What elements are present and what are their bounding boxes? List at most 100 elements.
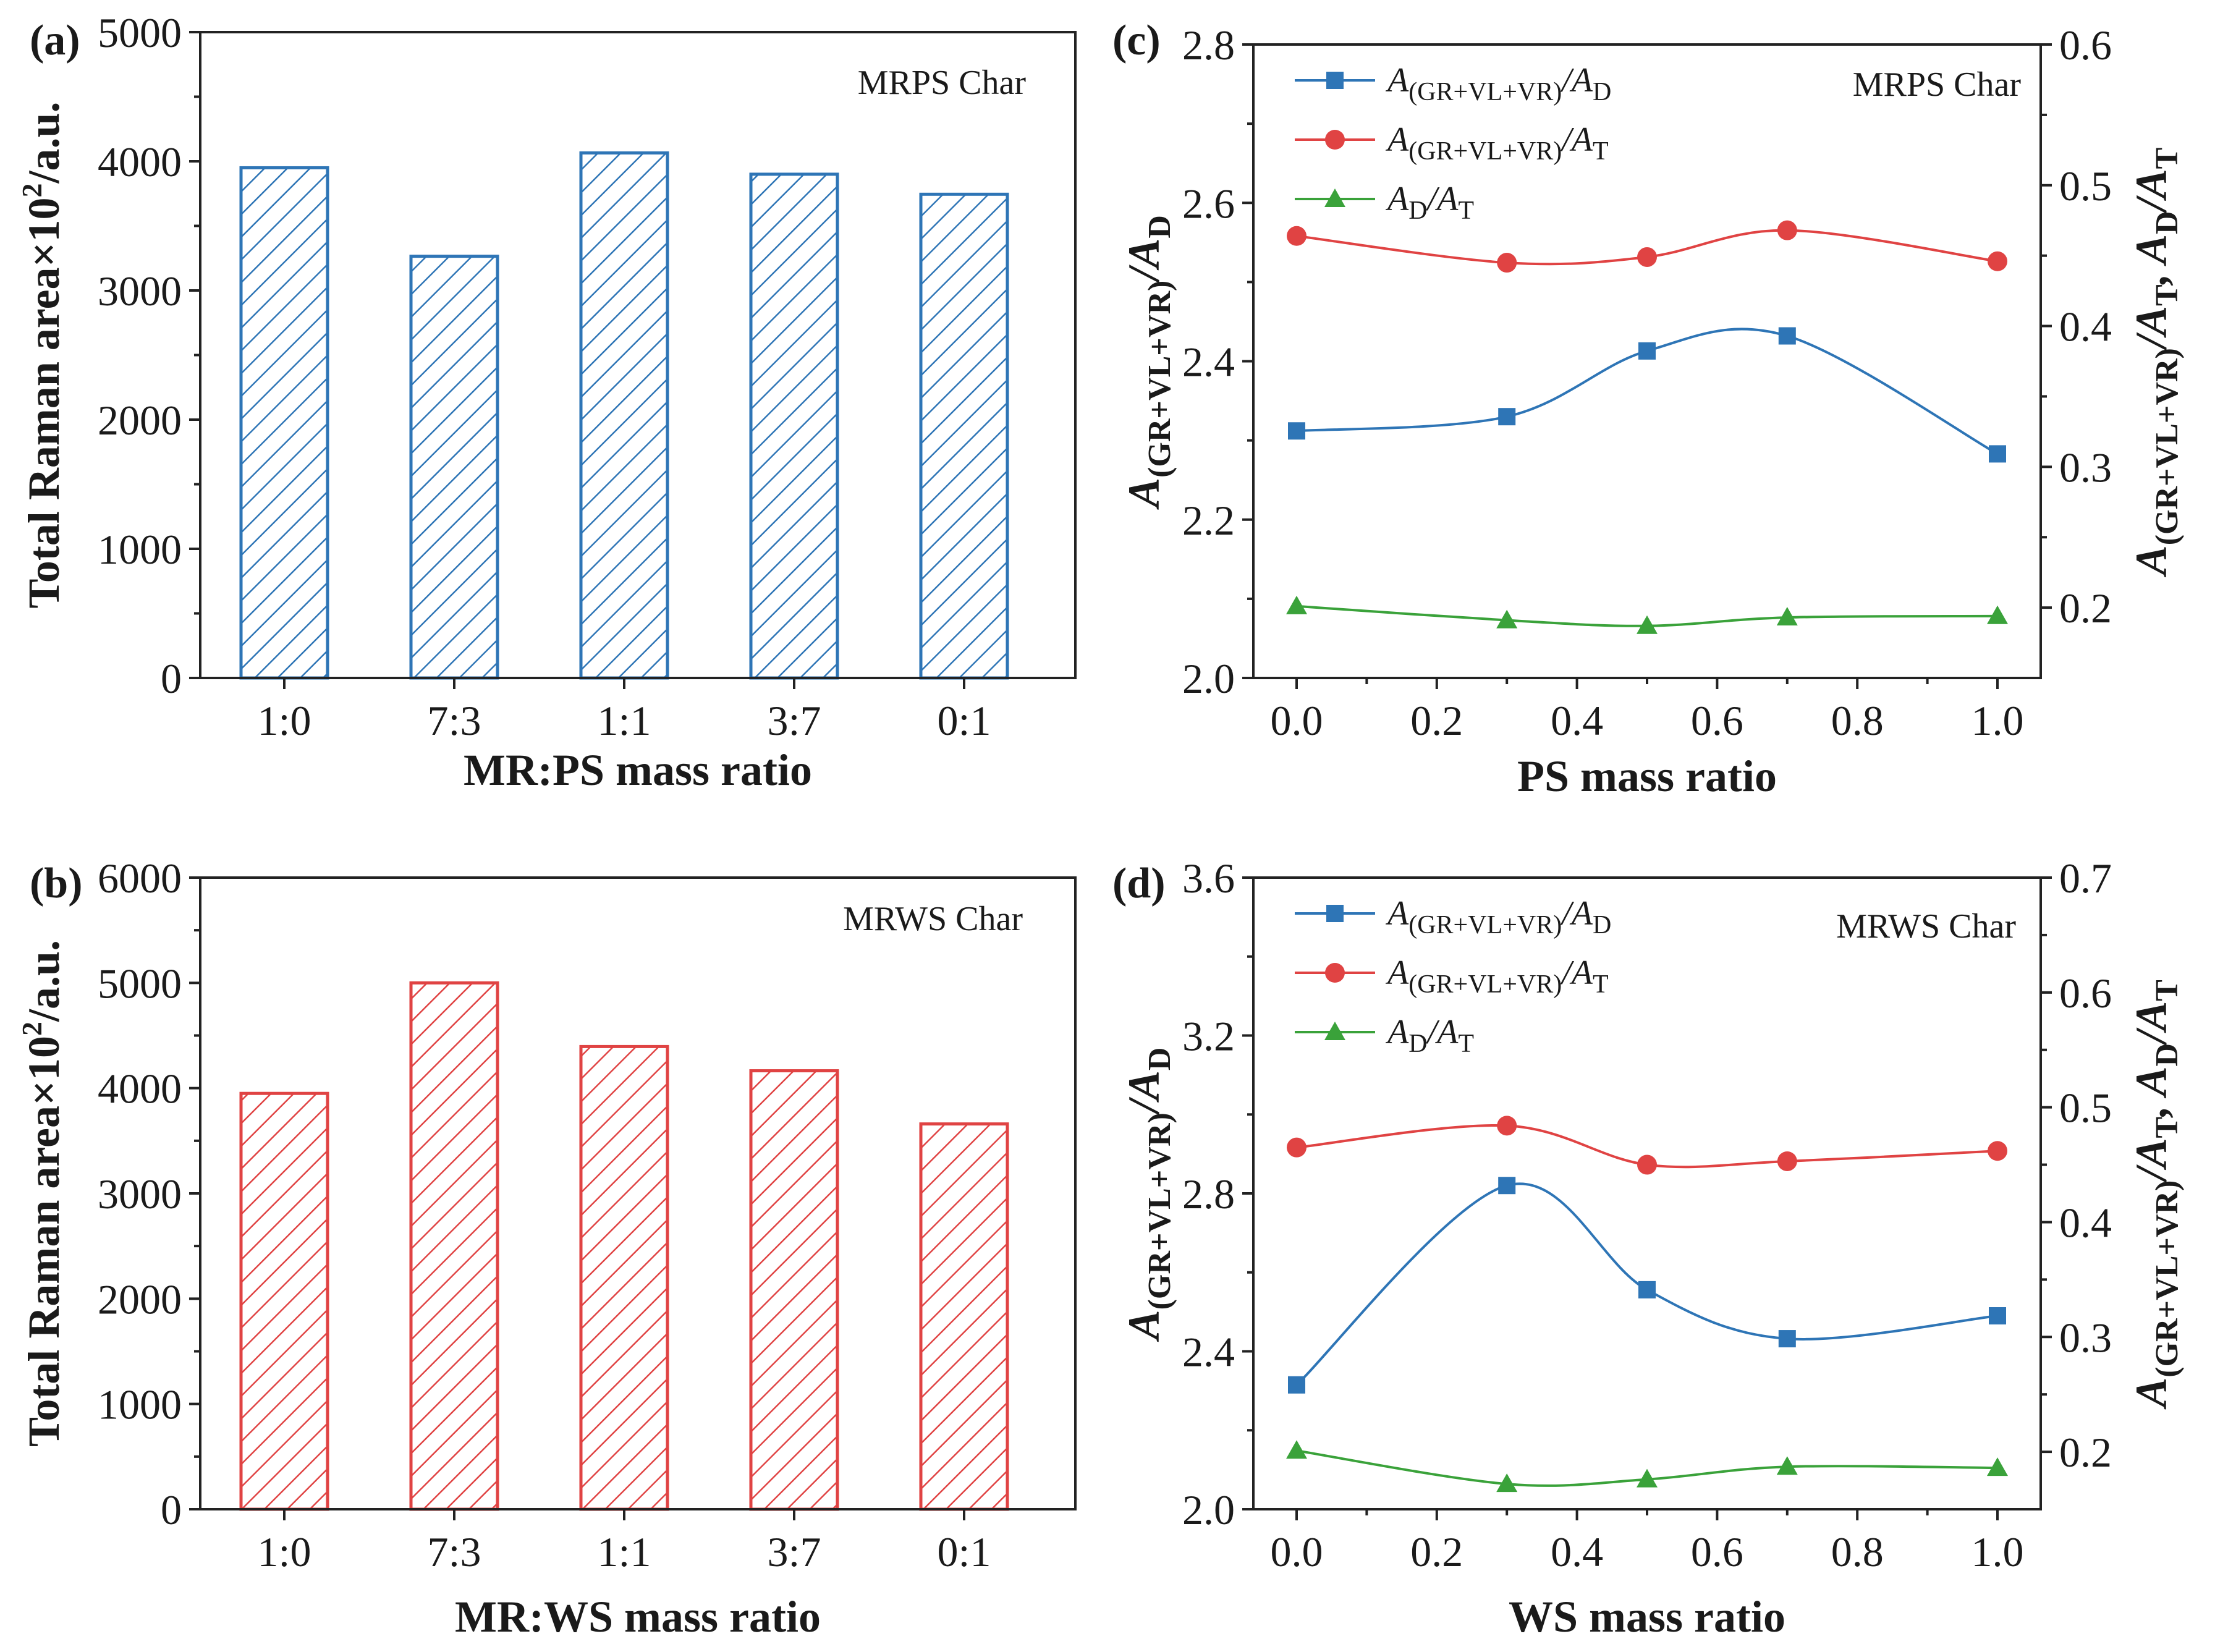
data-point-square <box>1989 445 2006 463</box>
x-tick-label: 1:1 <box>598 697 651 744</box>
legend-part: /A <box>1560 894 1593 933</box>
data-point-square <box>1778 327 1796 345</box>
y-right-title-sub: T <box>2149 980 2185 1001</box>
data-point-triangle <box>1496 1473 1518 1493</box>
legend-part: A <box>1385 954 1409 992</box>
y-tick-label: 3000 <box>98 1171 182 1218</box>
data-point-triangle <box>1637 615 1658 634</box>
y-left-title-sub: (GR+VL+VR) <box>1142 1112 1177 1310</box>
data-point-square <box>1989 1307 2006 1325</box>
data-point-circle <box>1325 963 1345 983</box>
y-left-axis-title: A(GR+VL+VR)/AD <box>1119 215 1177 510</box>
x-tick-label: 0:1 <box>938 697 991 744</box>
data-point-square <box>1638 342 1656 360</box>
y-left-title-part: /A <box>1119 239 1169 284</box>
y-right-axis-title: A(GR+VL+VR)/AT, AD/AT <box>2127 148 2185 578</box>
y-left-title-sub: D <box>1142 1048 1177 1071</box>
data-point-square <box>1288 1376 1305 1394</box>
y-right-title-sub: D <box>2149 1043 2185 1067</box>
y-right-tick-label: 0.2 <box>2059 585 2112 632</box>
y-tick-label: 3000 <box>98 268 182 315</box>
bar <box>409 981 499 1511</box>
panel-a-bar-chart: 0 1000 2000 3000 4000 5000 1:0 7:3 1:1 3:7 0:1 MR:P… <box>16 9 1077 795</box>
data-point-triangle <box>1776 1456 1798 1475</box>
y-right-title-part: , A <box>2127 1066 2176 1117</box>
y-right-title-part: /A <box>2127 306 2176 351</box>
data-point-triangle <box>1987 1457 2008 1476</box>
legend-sub: (GR+VL+VR) <box>1408 137 1562 166</box>
data-point-circle <box>1777 220 1797 240</box>
data-point-circle <box>1325 130 1345 150</box>
data-point-square <box>1778 1330 1796 1348</box>
y-right-title-part: A <box>2127 1378 2176 1410</box>
x-tick-label: 0.4 <box>1551 697 1603 744</box>
legend-sub: (GR+VL+VR) <box>1408 911 1562 939</box>
legend-label: AD/AT <box>1385 1013 1474 1058</box>
y-left-tick-label: 2.4 <box>1182 1329 1235 1376</box>
y-tick-label: 2000 <box>98 397 182 444</box>
y-tick-label: 5000 <box>98 9 182 56</box>
x-tick-label: 1.0 <box>1971 697 2024 744</box>
x-tick-label: 0.0 <box>1271 697 1323 744</box>
y-right-title-part: /A <box>2127 1138 2176 1184</box>
x-axis-title: MR:PS mass ratio <box>464 745 812 795</box>
panel-label: (c) <box>1112 17 1161 64</box>
x-tick-label: 0.6 <box>1691 1528 1743 1575</box>
series-line <box>1295 1182 1998 1386</box>
bar <box>239 166 329 680</box>
bar <box>749 172 839 680</box>
y-right-title-sub: (GR+VL+VR) <box>2149 1180 2185 1378</box>
panel-label: (a) <box>30 17 80 64</box>
panel-label: (d) <box>1112 860 1166 907</box>
y-left-title-part: A <box>1119 1310 1169 1342</box>
data-point-triangle <box>1776 607 1798 626</box>
y-tick-label: 5000 <box>98 960 182 1007</box>
y-axis-title-tail: /a.u. <box>19 101 69 184</box>
legend-label: A(GR+VL+VR)/AT <box>1385 954 1609 999</box>
chart-annotation: MRPS Char <box>858 64 1027 102</box>
y-left-title-part: A <box>1119 478 1169 510</box>
legend-part: A <box>1385 1013 1409 1051</box>
y-left-tick-label: 3.6 <box>1182 855 1235 902</box>
data-point-circle <box>1637 1154 1657 1175</box>
legend-sub: D <box>1593 911 1611 939</box>
y-tick-label: 2000 <box>98 1276 182 1323</box>
y-axis-title-tail: /a.u. <box>19 940 69 1022</box>
y-axis-title-sup: 2 <box>16 1022 48 1036</box>
x-axis-title: MR:WS mass ratio <box>455 1592 821 1641</box>
y-left-axis-title: A(GR+VL+VR)/AD <box>1119 1048 1177 1342</box>
y-tick-label: 1000 <box>98 1381 182 1428</box>
y-right-title-part: /A <box>2127 169 2176 214</box>
y-left-tick-label: 3.2 <box>1182 1013 1235 1060</box>
data-point-triangle <box>1637 1468 1658 1488</box>
x-tick-label: 0.8 <box>1831 1528 1884 1575</box>
x-tick-label: 1:0 <box>258 697 311 744</box>
data-point-square <box>1498 408 1516 426</box>
panel-c-line-chart: 2.0 2.2 2.4 2.6 2.8 0.2 0.3 0.4 0.5 0.6 0.0 0.2 0.4 0… <box>1112 17 2185 801</box>
legend-sub: T <box>1458 1030 1474 1058</box>
legend-label: A(GR+VL+VR)/AT <box>1385 121 1609 166</box>
x-tick-label: 7:3 <box>428 1528 481 1575</box>
legend-label: AD/AT <box>1385 180 1474 225</box>
y-tick-label: 0 <box>161 1486 182 1533</box>
y-right-tick-label: 0.3 <box>2059 1314 2112 1361</box>
y-right-tick-label: 0.6 <box>2059 22 2112 69</box>
y-tick-label: 6000 <box>98 855 182 902</box>
panel-d-line-chart: 2.0 2.4 2.8 3.2 3.6 0.2 0.3 0.4 0.5 0.6 0.7 0.0 0.2 0… <box>1112 855 2185 1641</box>
data-point-circle <box>1637 247 1657 267</box>
y-left-tick-label: 2.2 <box>1182 497 1235 544</box>
legend-part: /A <box>1560 121 1593 159</box>
chart-annotation: MRWS Char <box>1836 907 2016 946</box>
bar <box>409 255 499 680</box>
legend-part: /A <box>1560 61 1593 100</box>
x-tick-label: 0.2 <box>1410 697 1463 744</box>
y-right-tick-label: 0.3 <box>2059 444 2112 491</box>
y-left-tick-label: 2.0 <box>1182 1486 1235 1533</box>
y-right-tick-label: 0.2 <box>2059 1429 2112 1476</box>
y-tick-label: 1000 <box>98 526 182 573</box>
y-tick-label: 4000 <box>98 1065 182 1112</box>
bar <box>579 151 669 680</box>
x-tick-label: 3:7 <box>768 697 821 744</box>
y-axis-title-sup: 2 <box>16 183 48 197</box>
y-left-title-sub: (GR+VL+VR) <box>1142 281 1177 478</box>
